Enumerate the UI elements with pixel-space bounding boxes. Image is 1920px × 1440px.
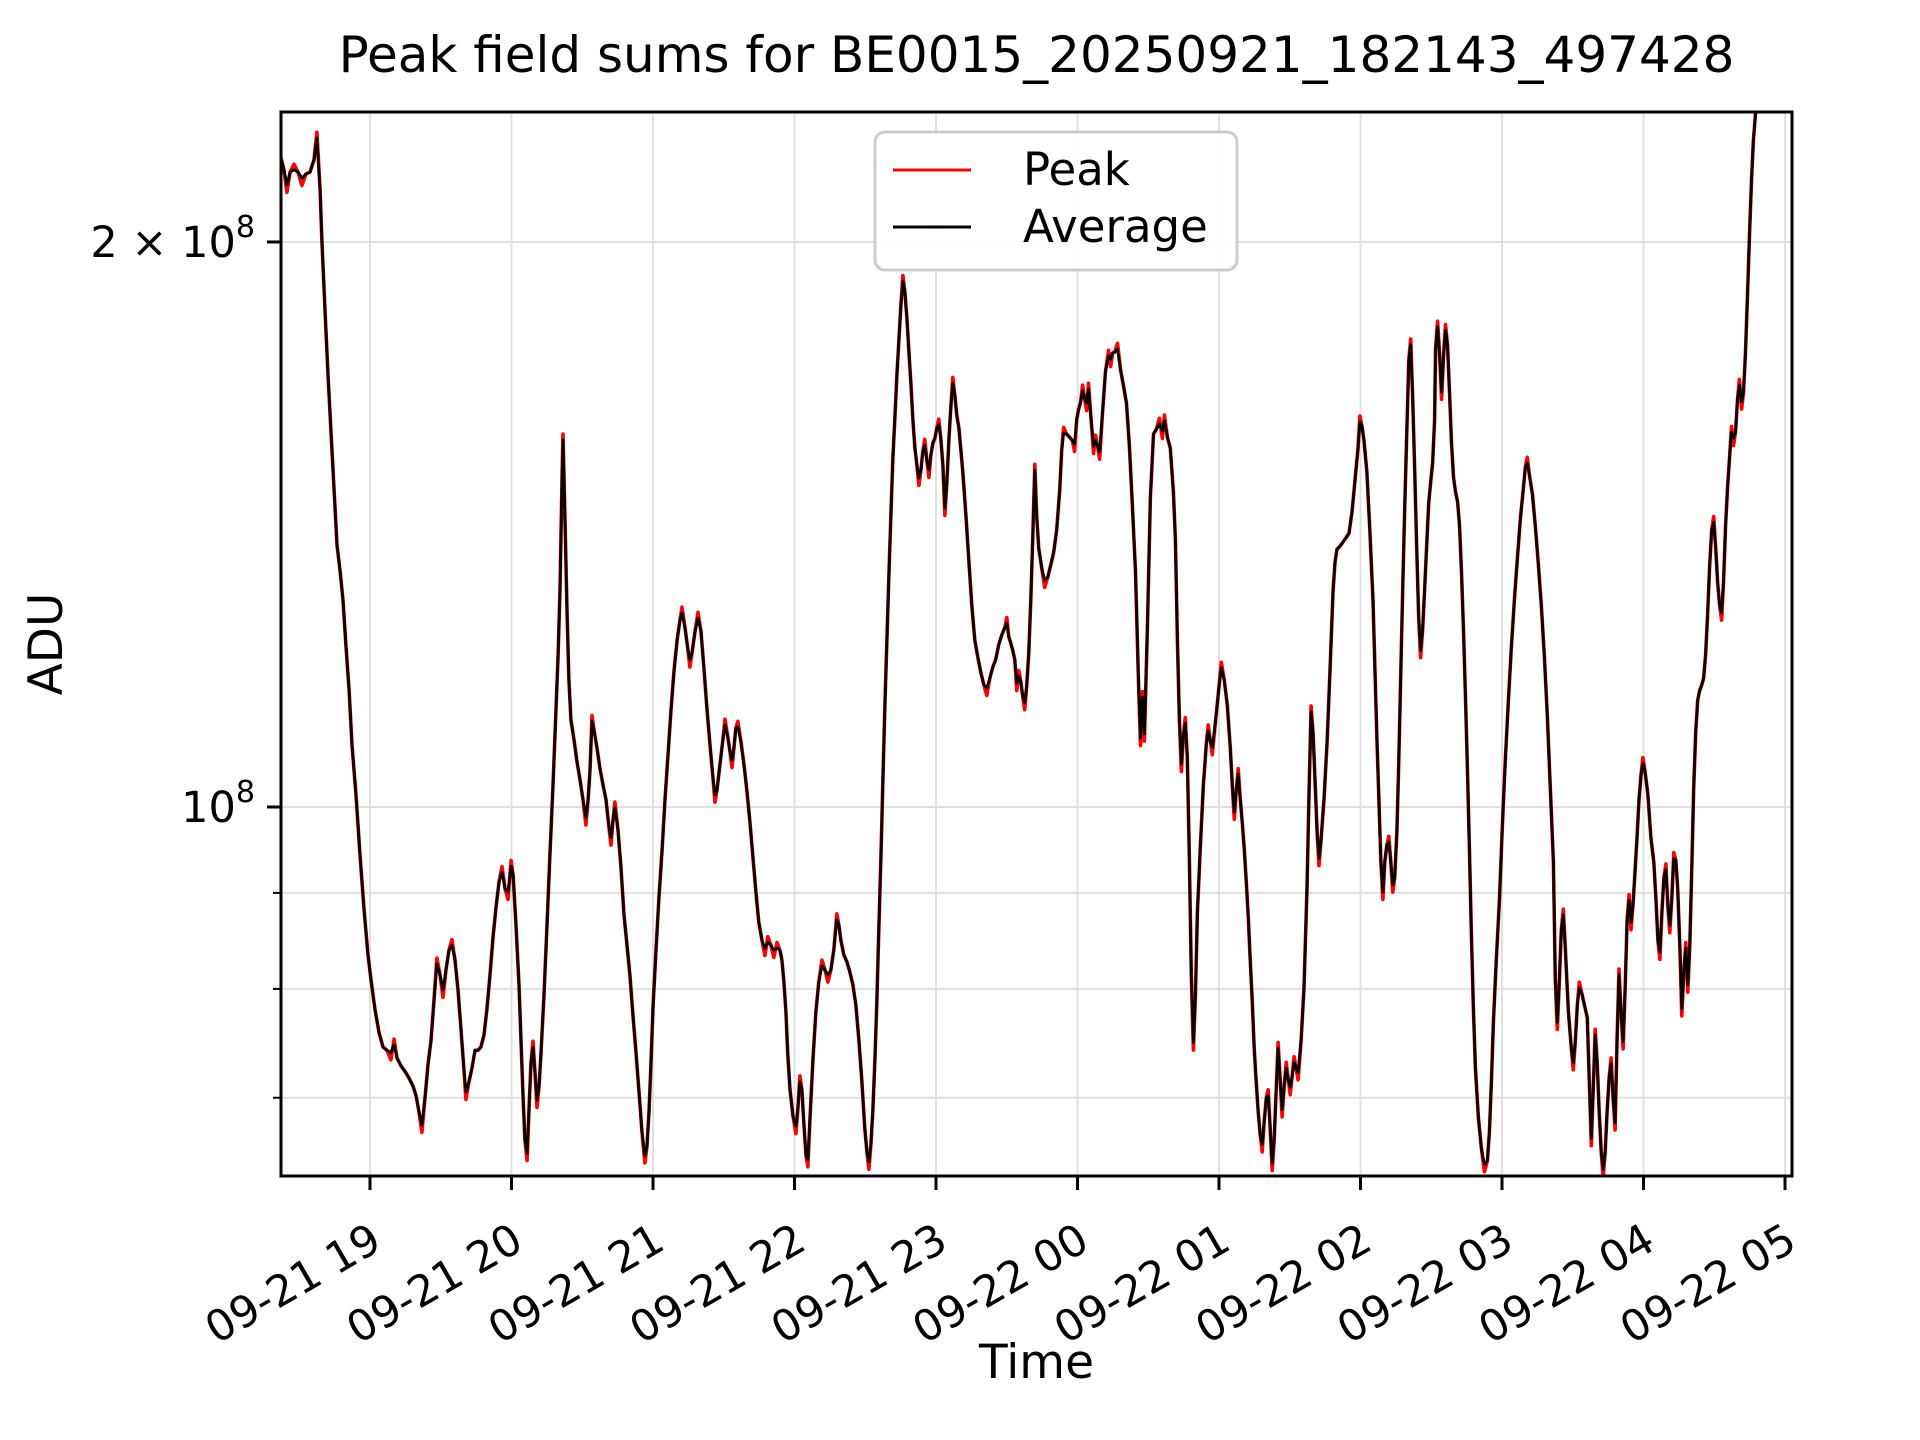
legend-box (873, 130, 1239, 272)
chart-title: Peak field sums for BE0015_20250921_1821… (339, 26, 1735, 84)
y-axis-label: ADU (19, 593, 74, 696)
legend-entry-label: Peak (1023, 143, 1130, 196)
y-axis-group: 2 × 108 108 (90, 210, 281, 1099)
y-tick-label: 108 (181, 775, 255, 833)
legend-entry-label: Average (1023, 200, 1208, 253)
y-tick-label: 2 × 108 (90, 210, 255, 268)
axes-spines (279, 110, 1794, 1178)
x-axis-label: Time (978, 1335, 1094, 1390)
average-series-line (281, 112, 1758, 1171)
grid-group (281, 112, 1792, 1176)
series-group (281, 112, 1758, 1176)
